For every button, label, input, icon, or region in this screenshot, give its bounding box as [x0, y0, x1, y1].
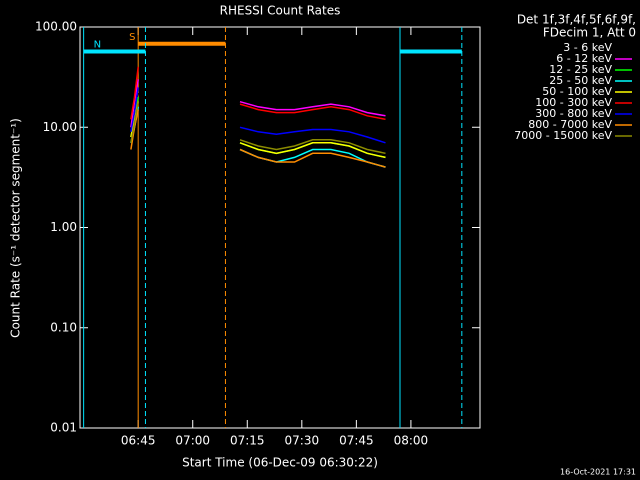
legend-label: 50 - 100 keV	[542, 85, 612, 98]
series-line	[130, 109, 139, 150]
x-tick-label: 07:30	[285, 434, 320, 448]
y-tick-label: 0.10	[50, 320, 77, 334]
series-line	[239, 100, 386, 117]
marker-label: N	[94, 39, 101, 50]
legend-label: 6 - 12 keV	[556, 52, 612, 65]
y-axis-label: Count Rate (s⁻¹ detector segment⁻¹)	[9, 118, 23, 338]
marker-label: S	[129, 32, 135, 43]
series-line	[239, 142, 386, 159]
legend-label: 25 - 50 keV	[549, 74, 612, 87]
legend-label: 3 - 6 keV	[563, 41, 612, 54]
series-line	[130, 101, 139, 143]
legend-label: 100 - 300 keV	[535, 96, 612, 109]
footer: 16-Oct-2021 17:31	[560, 468, 636, 477]
series-line	[239, 148, 386, 168]
chart-title: RHESSI Count Rates	[220, 4, 341, 18]
y-tick-label: 0.01	[50, 421, 77, 435]
x-tick-label: 07:00	[175, 434, 210, 448]
series-line	[130, 87, 139, 132]
series-line	[239, 126, 386, 144]
x-tick-label: 07:15	[230, 434, 265, 448]
legend-label: 7000 - 15000 keV	[514, 129, 612, 142]
y-tick-label: 100.00	[35, 20, 77, 34]
legend-label: 800 - 7000 keV	[528, 118, 612, 131]
x-tick-label: 08:00	[394, 434, 429, 448]
y-tick-label: 1.00	[50, 220, 77, 234]
legend-label: 12 - 25 keV	[549, 63, 612, 76]
plot-frame	[79, 26, 481, 429]
x-axis-label: Start Time (06-Dec-09 06:30:22)	[182, 456, 378, 470]
series-line	[239, 139, 386, 155]
series-line	[130, 66, 139, 120]
y-tick-label: 10.00	[43, 120, 77, 134]
x-tick-label: 07:45	[339, 434, 374, 448]
series-line	[239, 103, 386, 121]
legend-label: 300 - 800 keV	[535, 107, 612, 120]
x-tick-label: 06:45	[121, 434, 156, 448]
legend-title: Det 1f,3f,4f,5f,6f,9f,	[517, 13, 636, 27]
legend-title: FDecim 1, Att 0	[543, 26, 636, 40]
